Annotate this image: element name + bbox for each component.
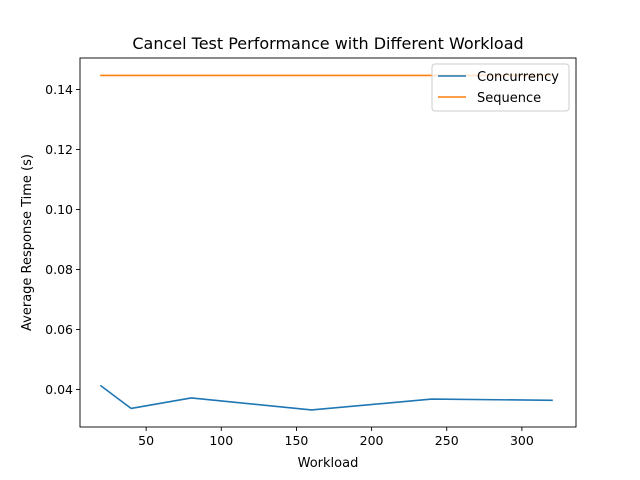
x-axis-label: Workload xyxy=(298,456,359,471)
y-tick-label: 0.04 xyxy=(45,382,73,397)
x-tick-label: 50 xyxy=(138,433,154,448)
legend-label-concurrency: Concurrency xyxy=(477,70,559,85)
y-tick-label: 0.12 xyxy=(45,142,73,157)
y-tick-label: 0.06 xyxy=(45,322,73,337)
y-tick-label: 0.14 xyxy=(45,82,73,97)
x-tick-label: 300 xyxy=(510,433,534,448)
legend-box xyxy=(431,63,570,112)
x-tick-label: 150 xyxy=(285,433,309,448)
chart-title: Cancel Test Performance with Different W… xyxy=(132,34,523,53)
x-tick-label: 250 xyxy=(435,433,459,448)
legend: Concurrency Sequence xyxy=(431,63,570,112)
series-line-concurrency xyxy=(99,384,553,411)
y-tick-label: 0.10 xyxy=(45,202,73,217)
legend-label-sequence: Sequence xyxy=(477,91,541,106)
plot-area xyxy=(79,57,577,428)
y-axis-ticks: 0.04 0.06 0.08 0.10 0.12 0.14 xyxy=(45,82,80,397)
axes-frame xyxy=(79,57,577,428)
y-tick-label: 0.08 xyxy=(45,262,73,277)
x-axis-ticks: 50 100 150 200 250 300 xyxy=(138,427,534,448)
y-axis-label: Average Response Time (s) xyxy=(20,154,35,331)
x-tick-label: 200 xyxy=(360,433,384,448)
x-tick-label: 100 xyxy=(209,433,233,448)
